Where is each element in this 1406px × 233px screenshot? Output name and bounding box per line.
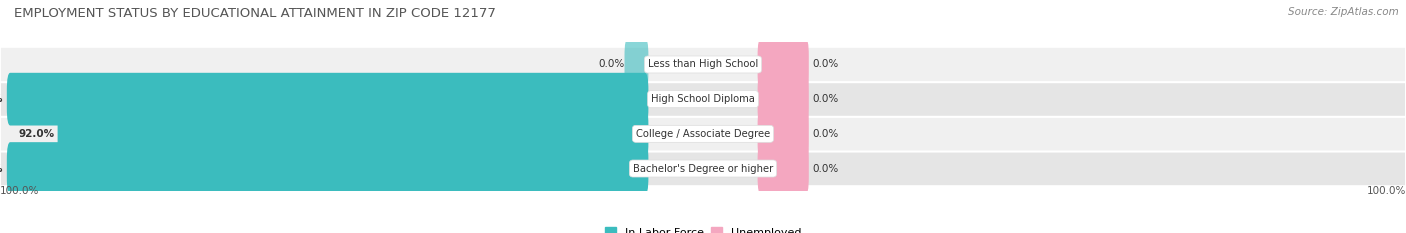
Text: EMPLOYMENT STATUS BY EDUCATIONAL ATTAINMENT IN ZIP CODE 12177: EMPLOYMENT STATUS BY EDUCATIONAL ATTAINM… — [14, 7, 496, 20]
Text: Bachelor's Degree or higher: Bachelor's Degree or higher — [633, 164, 773, 174]
Text: 0.0%: 0.0% — [813, 59, 838, 69]
Text: 100.0%: 100.0% — [0, 94, 3, 104]
Text: 0.0%: 0.0% — [599, 59, 624, 69]
Text: 100.0%: 100.0% — [1367, 186, 1406, 196]
Text: Source: ZipAtlas.com: Source: ZipAtlas.com — [1288, 7, 1399, 17]
FancyBboxPatch shape — [0, 151, 1406, 186]
Text: 92.0%: 92.0% — [18, 129, 55, 139]
FancyBboxPatch shape — [7, 73, 648, 126]
FancyBboxPatch shape — [758, 142, 808, 195]
FancyBboxPatch shape — [758, 38, 808, 91]
FancyBboxPatch shape — [0, 82, 1406, 117]
FancyBboxPatch shape — [624, 38, 648, 91]
Text: 100.0%: 100.0% — [0, 164, 3, 174]
FancyBboxPatch shape — [0, 47, 1406, 82]
Text: College / Associate Degree: College / Associate Degree — [636, 129, 770, 139]
Text: High School Diploma: High School Diploma — [651, 94, 755, 104]
FancyBboxPatch shape — [7, 142, 648, 195]
FancyBboxPatch shape — [758, 107, 808, 160]
FancyBboxPatch shape — [0, 116, 1406, 151]
Text: 0.0%: 0.0% — [813, 164, 838, 174]
FancyBboxPatch shape — [758, 73, 808, 126]
Text: 0.0%: 0.0% — [813, 129, 838, 139]
FancyBboxPatch shape — [58, 107, 648, 160]
Legend: In Labor Force, Unemployed: In Labor Force, Unemployed — [600, 223, 806, 233]
Text: Less than High School: Less than High School — [648, 59, 758, 69]
Text: 0.0%: 0.0% — [813, 94, 838, 104]
Text: 100.0%: 100.0% — [0, 186, 39, 196]
